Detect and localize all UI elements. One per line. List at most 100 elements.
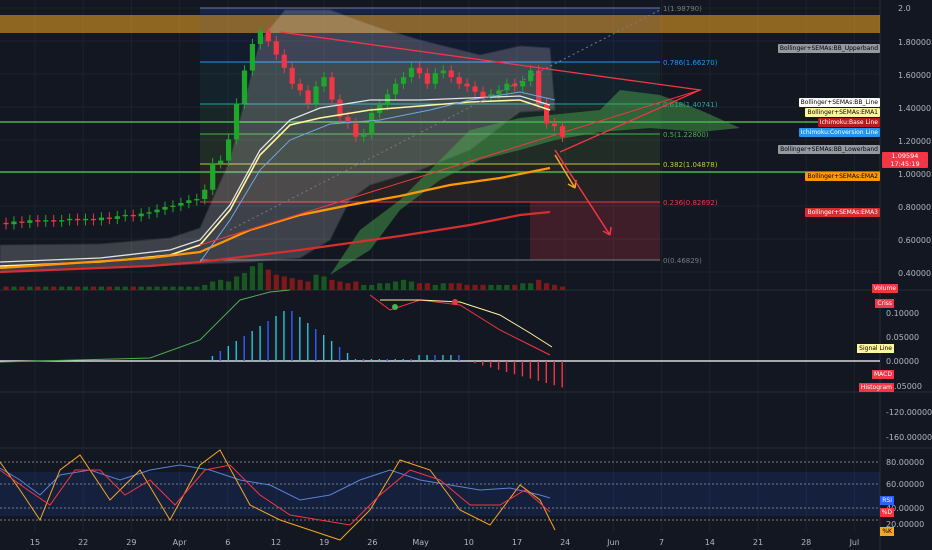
candle — [464, 83, 470, 87]
osc-tick-label: 60.00000 — [886, 480, 924, 489]
candle — [194, 199, 200, 201]
volume-bar — [82, 286, 89, 290]
candle — [329, 77, 335, 100]
macd-tick-label: 0.00000 — [886, 357, 919, 366]
histogram-bar — [354, 359, 357, 361]
candle — [3, 222, 9, 225]
histogram-bar — [450, 355, 452, 361]
price-tick-label: 1.60000 — [898, 71, 931, 80]
volume-bar — [337, 281, 343, 290]
histogram-bar — [267, 321, 269, 361]
candle — [202, 189, 208, 200]
histogram-bar — [489, 361, 492, 368]
fib-level-label: 0.786(1.66270) — [663, 59, 718, 67]
candle — [512, 83, 518, 87]
x-tick-label: 6 — [225, 538, 230, 547]
volume-bar — [345, 283, 351, 290]
volume-bar — [35, 286, 41, 290]
candle — [178, 203, 184, 206]
axes: 2.0 1.80000 1.60000 1.40000 1.20000 1.00000 0.… — [30, 4, 932, 547]
candle — [90, 218, 97, 221]
x-tick-label: 14 — [705, 538, 715, 547]
candle — [432, 73, 438, 84]
volume-bar — [98, 286, 104, 290]
macd-line — [0, 289, 291, 363]
volume-bar — [464, 284, 470, 290]
bb-line — [0, 95, 551, 263]
candle — [440, 70, 446, 74]
candle — [392, 83, 399, 95]
histogram-bar — [521, 361, 524, 377]
ichimoku-cloud — [330, 90, 740, 275]
histogram-bar — [505, 361, 508, 372]
rsi-line — [0, 464, 551, 501]
candle — [488, 94, 494, 97]
candle — [496, 90, 502, 95]
indicator-tag: Bollinger+SEMAs:BB_Line — [798, 98, 880, 107]
price-tick-label: 1.40000 — [898, 104, 931, 113]
candle — [154, 209, 160, 213]
x-tick-label: Apr — [173, 538, 188, 547]
volume-bar — [432, 284, 438, 290]
volume-bar — [162, 286, 168, 290]
volume-bar — [51, 286, 57, 290]
volume-bar — [361, 284, 367, 290]
fib-level-label: 0.5(1.22800) — [663, 131, 709, 139]
volume-bar — [289, 278, 295, 290]
volume-bar — [43, 286, 49, 290]
fib-top-zone — [0, 15, 880, 33]
osc-tick-label: 40.00000 — [886, 504, 924, 513]
fib-zone-1 — [200, 8, 660, 14]
candle — [11, 221, 17, 225]
candle — [43, 220, 49, 222]
histogram-bar — [402, 359, 404, 361]
candle — [520, 81, 526, 87]
volume-bar — [385, 283, 391, 290]
osc-tick-label: 20.00000 — [886, 520, 924, 529]
candle — [59, 220, 65, 222]
candle — [114, 216, 120, 219]
volume-bar — [448, 283, 454, 290]
fib-level-label: 0.618(1.40741) — [663, 101, 718, 109]
indicator-tag: Bollinger+SEMAs:EMA3 — [805, 208, 880, 217]
volume-bar — [114, 286, 120, 290]
candle — [400, 77, 407, 84]
volume-bar — [536, 279, 542, 290]
x-tick-label: 24 — [560, 538, 570, 547]
price-tick-label: 1.20000 — [898, 137, 931, 146]
histogram-bar — [283, 311, 285, 361]
volume-bar — [3, 286, 9, 290]
volume-bar — [138, 286, 144, 290]
histogram-bar — [299, 317, 301, 361]
volume-bar — [488, 284, 494, 290]
candle — [345, 116, 351, 124]
volume-bar — [67, 286, 73, 290]
volume-bar — [249, 266, 256, 290]
histogram-bar — [378, 359, 381, 361]
volume-bar — [146, 286, 152, 290]
histogram-bar — [513, 361, 516, 375]
candle — [361, 134, 367, 137]
histogram-bar — [410, 359, 412, 361]
histogram-bar — [330, 341, 333, 361]
rsi-tag: RSI — [880, 496, 894, 505]
histogram-bar — [458, 355, 460, 361]
x-tick-label: 12 — [271, 538, 281, 547]
indicator-tag: Bollinger+SEMAs:EMA1 — [805, 108, 880, 117]
x-tick-label: 28 — [801, 538, 811, 547]
fib-level-label: 0.382(1.04878) — [663, 161, 718, 169]
volume-bar — [329, 279, 335, 290]
candle — [289, 67, 295, 84]
candle — [472, 86, 478, 92]
volume-bar — [392, 281, 399, 290]
volume-bar — [353, 281, 359, 290]
x-tick-label: 10 — [464, 538, 474, 547]
indicator-tag: Ichimoku:Conversion Line — [798, 128, 880, 137]
histogram-bar — [219, 351, 222, 361]
macd-tag: MACD — [872, 370, 894, 379]
candle — [82, 218, 89, 221]
candle — [249, 44, 256, 71]
volume-bar — [400, 279, 407, 290]
volume-bar — [504, 284, 510, 290]
